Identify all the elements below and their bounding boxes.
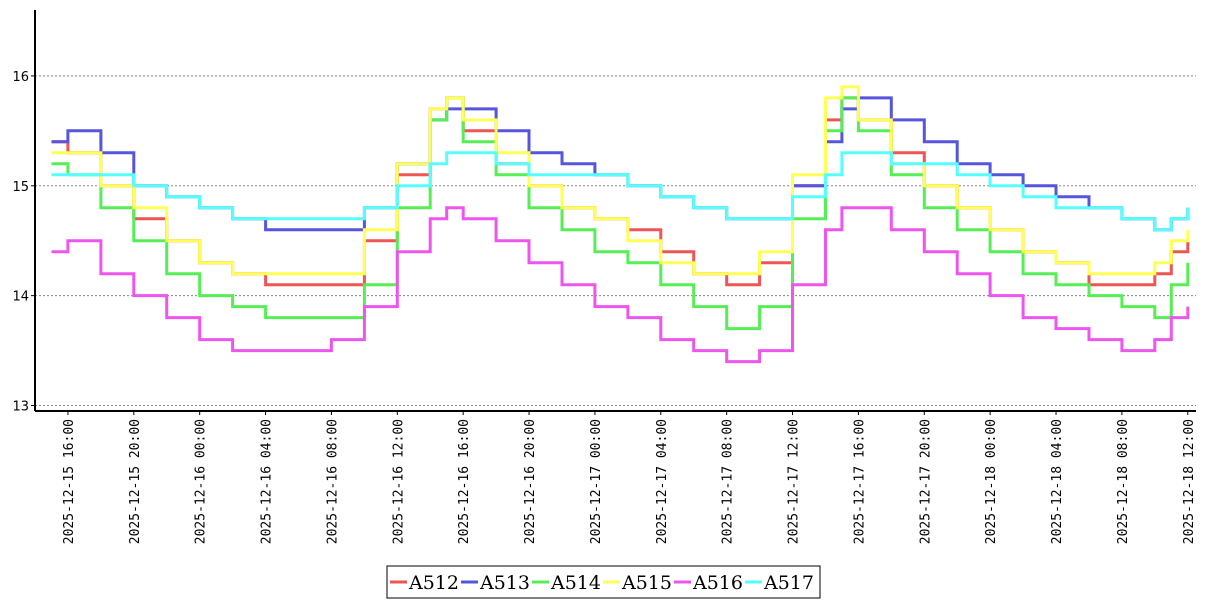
series-line-a514 [51, 96, 1190, 331]
x-tick-label: 2025-12-16 04:00 [260, 419, 275, 544]
x-tick-label: 2025-12-18 00:00 [984, 419, 999, 544]
x-tick-label: 2025-12-18 12:00 [1182, 419, 1197, 544]
y-tick-label: 14 [12, 290, 29, 305]
legend-label-a516: A516 [692, 572, 743, 594]
x-tick-label: 2025-12-18 04:00 [1050, 419, 1065, 544]
legend-label-a515: A515 [621, 572, 672, 594]
y-tick-label: 13 [12, 400, 29, 415]
y-tick-labels: 13 14 15 16 [12, 70, 35, 415]
x-tick-label: 2025-12-17 04:00 [655, 419, 670, 544]
y-tick-label: 15 [12, 180, 29, 195]
series-line-a513 [51, 96, 1190, 232]
x-tick-label: 2025-12-16 08:00 [325, 419, 340, 544]
legend-label-a513: A513 [479, 572, 530, 594]
x-tick-label: 2025-12-17 08:00 [721, 419, 736, 544]
legend-label-a517: A517 [763, 572, 814, 594]
y-tick-label: 16 [12, 70, 29, 85]
series-line-a517 [51, 151, 1190, 232]
series-lines [51, 85, 1190, 364]
x-tick-labels: 2025-12-15 16:00 2025-12-15 20:00 2025-12-… [62, 411, 1197, 544]
series-line-a512 [51, 96, 1190, 287]
x-tick-label: 2025-12-17 16:00 [852, 419, 867, 544]
legend-label-a512: A512 [408, 572, 459, 594]
x-tick-label: 2025-12-17 12:00 [787, 419, 802, 544]
legend-label-a514: A514 [550, 572, 601, 594]
x-tick-label: 2025-12-16 00:00 [194, 419, 209, 544]
x-tick-label: 2025-12-16 16:00 [457, 419, 472, 544]
x-tick-label: 2025-12-18 08:00 [1116, 419, 1131, 544]
x-tick-label: 2025-12-15 16:00 [62, 419, 77, 544]
axes [34, 10, 1196, 412]
x-tick-label: 2025-12-17 20:00 [918, 419, 933, 544]
series-line-a515 [51, 85, 1190, 276]
x-tick-label: 2025-12-16 12:00 [391, 419, 406, 544]
x-tick-label: 2025-12-15 20:00 [128, 419, 143, 544]
series-line-a516 [51, 206, 1190, 364]
x-tick-label: 2025-12-17 00:00 [589, 419, 604, 544]
x-tick-label: 2025-12-16 20:00 [523, 419, 538, 544]
legend: A512 A513 A514 A515 A516 A517 [386, 565, 821, 599]
